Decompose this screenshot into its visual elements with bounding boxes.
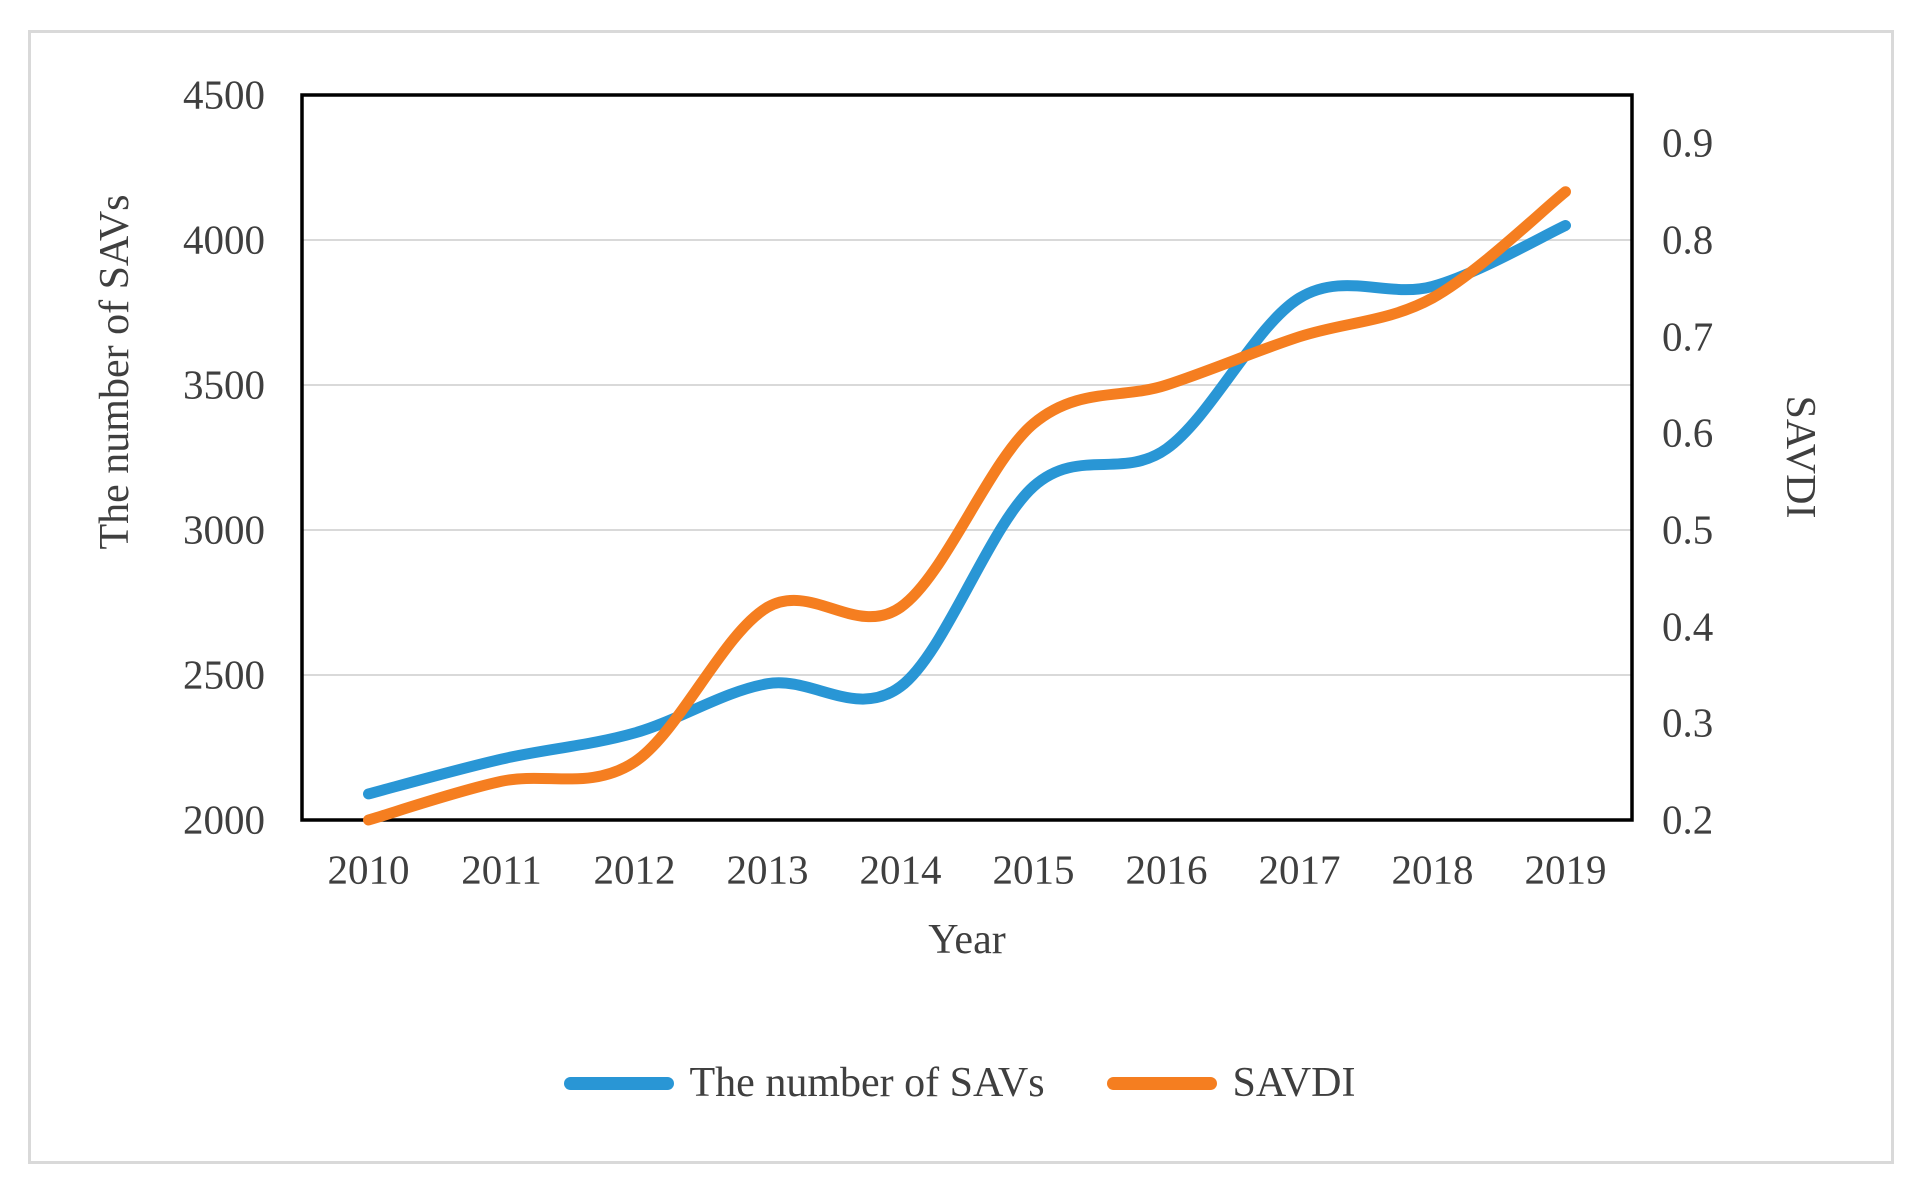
left-axis-tick-label: 4000 xyxy=(183,216,265,263)
left-axis-tick-label: 4500 xyxy=(183,71,265,118)
x-axis-tick-label: 2018 xyxy=(1391,846,1474,893)
right-axis-tick-label: 0.7 xyxy=(1662,313,1714,360)
series-line-savs xyxy=(363,220,1571,800)
right-axis-tick-label: 0.4 xyxy=(1662,603,1714,650)
left-axis-tick-label: 2500 xyxy=(183,651,265,698)
x-axis-tick-label: 2019 xyxy=(1524,846,1607,893)
right-axis-tick-label: 0.9 xyxy=(1662,119,1714,166)
right-axis-tick-label: 0.5 xyxy=(1662,506,1714,553)
legend: The number of SAVs SAVDI xyxy=(0,1055,1919,1111)
x-axis-tick-label: 2012 xyxy=(593,846,676,893)
line-swatch-savs xyxy=(563,1076,674,1090)
right-axis-tick-label: 0.2 xyxy=(1662,796,1714,843)
left-axis-title: The number of SAVs xyxy=(92,194,138,550)
x-axis-tick-label: 2016 xyxy=(1125,846,1208,893)
legend-item-savs: The number of SAVs xyxy=(563,1060,1045,1106)
legend-label-savdi: SAVDI xyxy=(1232,1060,1356,1106)
x-axis-tick-label: 2015 xyxy=(992,846,1075,893)
plot-frame xyxy=(300,93,1634,822)
x-axis-tick-label: 2013 xyxy=(726,846,809,893)
left-axis-tick-label: 3500 xyxy=(183,361,265,408)
x-axis-tick-label: 2017 xyxy=(1258,846,1341,893)
right-axis-tick-label: 0.6 xyxy=(1662,409,1714,456)
x-axis-tick-label: 2010 xyxy=(327,846,410,893)
x-axis-tick-label: 2011 xyxy=(461,846,542,893)
line-swatch-savdi xyxy=(1106,1076,1217,1090)
legend-item-savdi: SAVDI xyxy=(1106,1060,1356,1106)
right-axis-tick-label: 0.3 xyxy=(1662,699,1714,746)
series-line-savdi xyxy=(363,186,1571,826)
left-axis-tick-label: 3000 xyxy=(183,506,265,553)
left-axis-tick-label: 2000 xyxy=(183,796,265,843)
x-axis-title: Year xyxy=(928,917,1006,963)
right-axis-title: SAVDI xyxy=(1777,395,1823,519)
x-axis-tick-label: 2014 xyxy=(859,846,942,893)
right-axis-tick-label: 0.8 xyxy=(1662,216,1714,263)
legend-label-savs: The number of SAVs xyxy=(689,1060,1045,1106)
